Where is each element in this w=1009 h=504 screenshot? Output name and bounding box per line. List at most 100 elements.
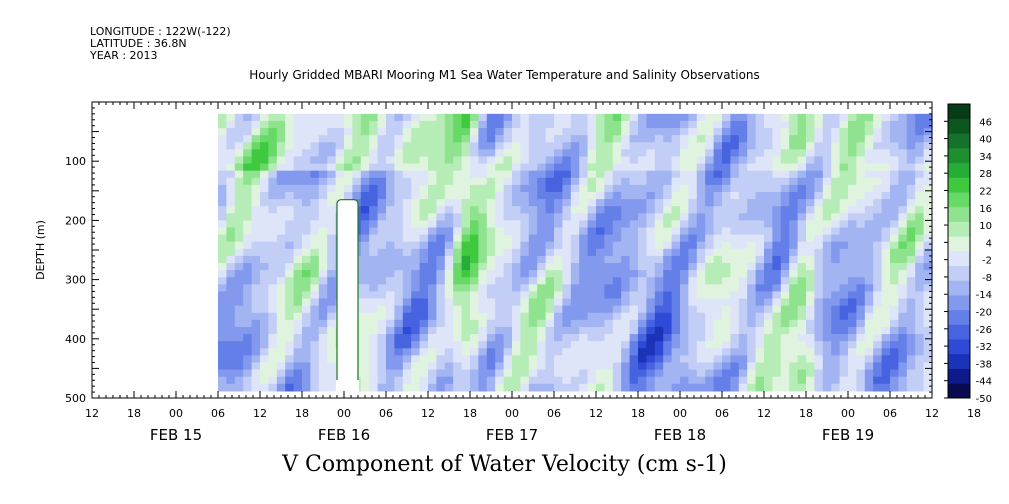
heatmap-cell [898,177,908,186]
heatmap-cell [764,142,773,150]
heatmap-cell [755,220,765,229]
heatmap-cell [848,206,857,214]
heatmap-cell [226,135,236,143]
heatmap-cell [789,326,799,335]
heatmap-cell [436,234,446,243]
heatmap-cell [906,263,916,271]
heatmap-cell [806,284,815,293]
heatmap-cell [327,355,337,364]
heatmap-cell [890,170,899,179]
heatmap-cell [587,206,597,214]
heatmap-cell [218,199,227,207]
heatmap-cell [554,113,563,122]
heatmap-cell [537,234,547,243]
heatmap-cell [411,284,421,293]
heatmap-cell [621,227,631,236]
heatmap-cell [226,312,236,321]
heatmap-cell [218,341,227,349]
heatmap-cell [722,113,731,122]
heatmap-cell [596,227,605,236]
heatmap-cell [495,348,505,356]
heatmap-cell [638,284,647,293]
heatmap-cell [260,270,269,278]
heatmap-cell [789,355,799,364]
heatmap-cell [839,255,849,264]
heatmap-cell [906,234,916,243]
heatmap-cell [377,291,387,300]
heatmap-cell [512,355,521,364]
heatmap-cell [495,270,505,278]
heatmap-cell [327,234,337,243]
heatmap-cell [671,255,681,264]
heatmap-cell [730,220,740,229]
heatmap-cell [369,135,379,143]
heatmap-cell [251,355,261,364]
heatmap-cell [797,149,807,158]
heatmap-cell [881,206,891,214]
heatmap-cell [604,191,614,200]
heatmap-cell [234,362,244,371]
heatmap-cell [680,376,689,385]
heatmap-cell [797,213,807,221]
heatmap-cell [226,234,236,243]
heatmap-cell [730,319,740,328]
heatmap-cell [503,369,513,378]
heatmap-cell [848,362,857,371]
heatmap-cell [444,298,454,307]
heatmap-cell [688,220,698,229]
heatmap-cell [444,319,454,328]
heatmap-cell [318,298,328,307]
heatmap-cell [772,184,782,193]
heatmap-cell [352,170,362,179]
heatmap-cell [873,220,883,229]
heatmap-cell [898,128,908,136]
latitude-label: LATITUDE : 36.8N [90,37,187,50]
heatmap-cell [268,298,278,307]
heatmap-cell [528,298,538,307]
heatmap-cell [411,362,421,371]
heatmap-cell [554,191,563,200]
heatmap-cell [604,170,614,179]
heatmap-cell [923,241,933,250]
heatmap-cell [444,170,454,179]
heatmap-cell [226,142,236,150]
heatmap-cell [562,156,572,165]
heatmap-cell [772,369,782,378]
heatmap-cell [554,312,563,321]
heatmap-cell [570,199,580,207]
heatmap-cell [310,255,320,264]
heatmap-cell [663,177,673,186]
heatmap-cell [864,291,874,300]
heatmap-cell [856,206,866,214]
heatmap-cell [520,120,530,129]
heatmap-cell [251,348,261,356]
heatmap-cell [394,234,404,243]
heatmap-cell [470,227,479,236]
heatmap-cell [873,362,883,371]
heatmap-cell [596,142,605,150]
heatmap-cell [604,234,614,243]
heatmap-cell [579,163,589,172]
heatmap-cell [318,128,328,136]
x-tick-label: 18 [799,407,813,420]
heatmap-cell [335,113,345,122]
heatmap-cell [369,248,379,257]
heatmap-cell [453,355,463,364]
heatmap-cell [293,248,303,257]
heatmap-cell [621,120,631,129]
heatmap-cell [738,348,748,356]
heatmap-cell [755,135,765,143]
heatmap-cell [545,120,555,129]
heatmap-cell [612,113,622,122]
heatmap-cell [503,319,513,328]
heatmap-cell [528,128,538,136]
heatmap-cell [915,241,925,250]
heatmap-cell [831,319,841,328]
heatmap-cell [604,284,614,293]
heatmap-cell [898,120,908,129]
heatmap-cell [310,135,320,143]
heatmap-cell [906,348,916,356]
colorbar-label: 16 [979,204,992,215]
heatmap-cell [495,334,505,342]
heatmap-cell [428,234,437,243]
